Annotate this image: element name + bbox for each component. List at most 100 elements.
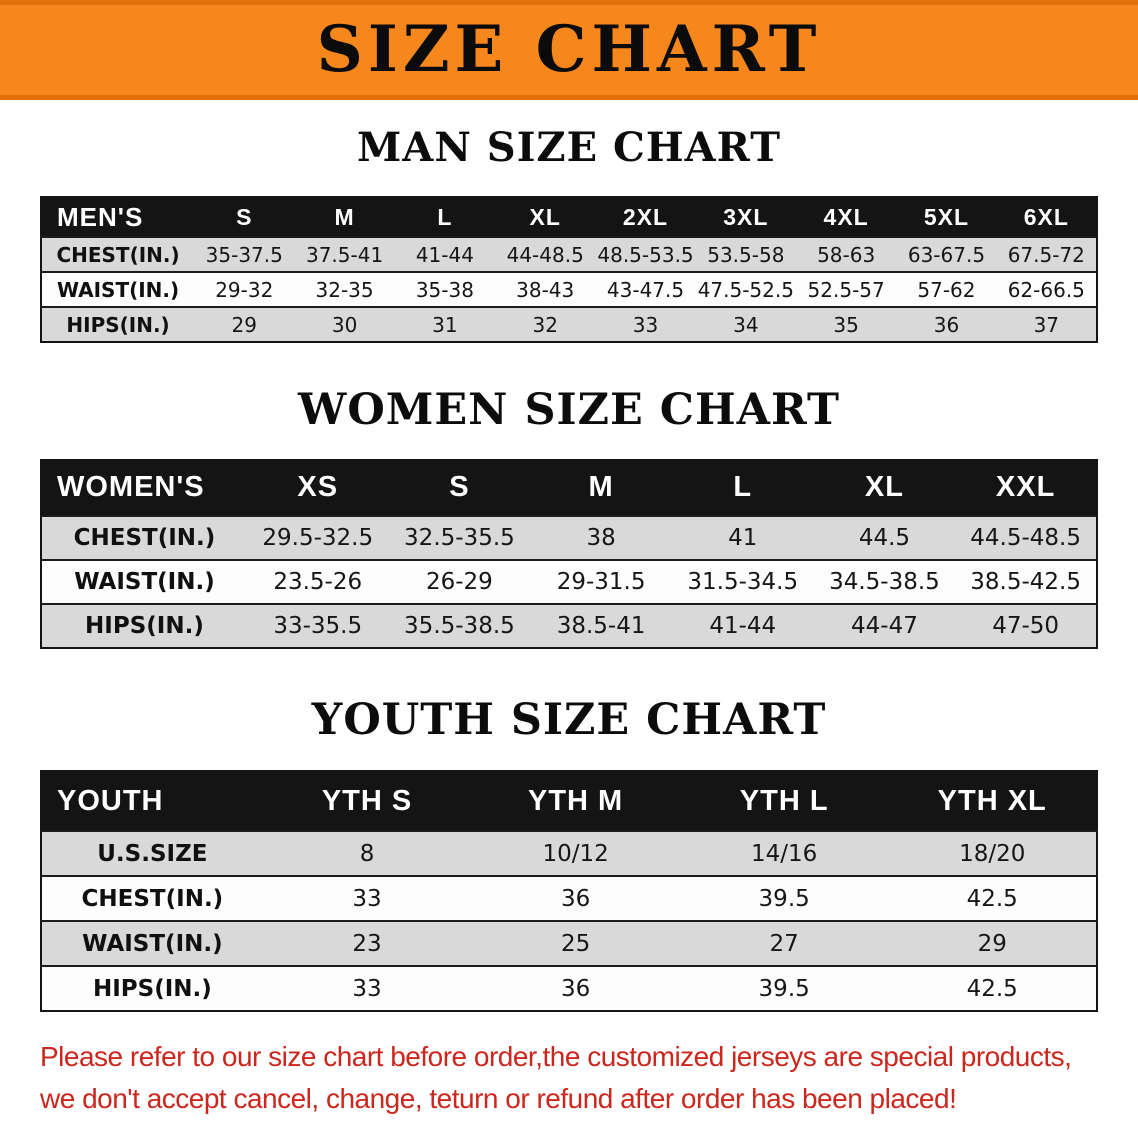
value-cell: 26-29: [425, 568, 493, 595]
youth-section-heading: YOUTH SIZE CHART: [311, 694, 827, 745]
row-label: HIPS(IN.): [66, 312, 170, 337]
value-cell: 29-31.5: [556, 568, 646, 595]
value-cell: 23.5-26: [273, 568, 363, 595]
size-header-cell: 5XL: [896, 197, 997, 237]
value-cell: 33: [352, 885, 382, 912]
value-cell: 31.5-34.5: [687, 568, 799, 595]
value-cell: 43-47.5: [606, 277, 685, 302]
value-cell: 35-38: [415, 277, 474, 302]
table-header-row: MEN'S S M L XL 2XL 3XL 4XL 5XL 6XL: [41, 197, 1097, 237]
value-cell: 33-35.5: [273, 612, 363, 639]
value-cell: 36: [560, 975, 591, 1002]
size-header-cell: XL: [495, 197, 596, 237]
value-cell: 67.5-72: [1007, 242, 1085, 267]
value-cell: 14/16: [751, 840, 818, 867]
table-row: HIPS(IN.) 33-35.5 35.5-38.5 38.5-41 41-44 44-…: [41, 603, 1097, 648]
row-label: CHEST(IN.): [56, 242, 180, 267]
size-header-cell: YTH XL: [888, 771, 1097, 832]
size-header-cell: 2XL: [595, 197, 696, 237]
value-cell: 34: [733, 312, 759, 337]
table-header-row: WOMEN'S XS S M L XL XXL: [41, 459, 1097, 516]
value-cell: 38.5-42.5: [970, 568, 1081, 595]
size-header-cell: YTH M: [471, 771, 680, 832]
page-title: SIZE CHART: [316, 12, 822, 87]
value-cell: 10/12: [542, 840, 609, 867]
women-section-heading: WOMEN SIZE CHART: [298, 385, 840, 435]
row-label: CHEST(IN.): [73, 524, 216, 551]
value-cell: 32: [532, 312, 558, 337]
value-cell: 53.5-58: [707, 242, 785, 267]
size-header-cell: L: [394, 197, 496, 237]
table-row: CHEST(IN.) 33 36 39.5 42.5: [41, 876, 1097, 922]
disclaimer: Please refer to our size chart before or…: [0, 1012, 1138, 1120]
size-header-cell: XS: [246, 459, 389, 516]
table-title-cell: MEN'S: [41, 197, 195, 237]
size-header-cell: 3XL: [695, 197, 796, 237]
table-row: WAIST(IN.) 23 25 27 29: [41, 921, 1097, 967]
disclaimer-line-2: we don't accept cancel, change, teturn o…: [40, 1083, 957, 1115]
table-title-cell: WOMEN'S: [41, 459, 247, 516]
value-cell: 34.5-38.5: [829, 568, 940, 595]
value-cell: 38: [586, 524, 616, 551]
value-cell: 41: [728, 524, 758, 551]
value-cell: 30: [331, 312, 358, 337]
value-cell: 25: [560, 930, 591, 957]
value-cell: 29: [977, 930, 1007, 957]
size-header-cell: 6XL: [996, 197, 1097, 237]
youth-size-section: YOUTH SIZE CHART YOUTH YTH S YTH M YTH L YTH…: [0, 695, 1138, 1013]
table-row: WAIST(IN.) 29-32 32-35 35-38 38-43 43-47.5 47.…: [41, 272, 1097, 307]
value-cell: 44.5-48.5: [970, 524, 1081, 551]
value-cell: 37: [1033, 312, 1060, 337]
table-row: WAIST(IN.) 23.5-26 26-29 29-31.5 31.5-34.5 34…: [41, 559, 1097, 604]
value-cell: 8: [359, 840, 375, 867]
size-header-cell: XXL: [955, 459, 1097, 516]
row-label: U.S.SIZE: [97, 840, 208, 867]
value-cell: 33: [352, 975, 382, 1002]
value-cell: 41-44: [415, 242, 474, 267]
size-header-cell: S: [194, 197, 295, 237]
value-cell: 42.5: [966, 975, 1018, 1002]
value-cell: 32.5-35.5: [404, 524, 515, 551]
value-cell: 58-63: [817, 242, 876, 267]
value-cell: 44.5: [858, 524, 911, 551]
value-cell: 44-47: [851, 612, 918, 639]
men-table-wrapper: MEN'S S M L XL 2XL 3XL 4XL 5XL 6XL CHEST(IN.) 35-37…: [0, 196, 1138, 343]
row-label: CHEST(IN.): [81, 885, 224, 912]
value-cell: 27: [769, 930, 799, 957]
value-cell: 23: [352, 930, 382, 957]
youth-table-wrapper: YOUTH YTH S YTH M YTH L YTH XL U.S.SIZE 8 10/12…: [0, 770, 1138, 1013]
row-label: HIPS(IN.): [92, 975, 212, 1002]
row-label: WAIST(IN.): [82, 930, 223, 957]
value-cell: 35-37.5: [205, 242, 283, 267]
value-cell: 63-67.5: [907, 242, 986, 267]
size-header-cell: L: [671, 459, 814, 516]
table-header-row: YOUTH YTH S YTH M YTH L YTH XL: [41, 771, 1097, 832]
value-cell: 39.5: [758, 975, 810, 1002]
value-cell: 29.5-32.5: [262, 524, 374, 551]
women-size-section: WOMEN SIZE CHART WOMEN'S XS S M L XL XXL CHEST(…: [0, 385, 1138, 649]
size-header-cell: M: [294, 197, 395, 237]
value-cell: 35.5-38.5: [404, 612, 515, 639]
value-cell: 47.5-52.5: [697, 277, 794, 302]
value-cell: 35: [833, 312, 859, 337]
value-cell: 18/20: [959, 840, 1026, 867]
youth-size-table: YOUTH YTH S YTH M YTH L YTH XL U.S.SIZE 8 10/12…: [40, 770, 1098, 1013]
size-header-cell: YTH L: [679, 771, 889, 832]
disclaimer-line-1: Please refer to our size chart before or…: [40, 1041, 1072, 1073]
value-cell: 37.5-41: [305, 242, 384, 267]
value-cell: 32-35: [315, 277, 374, 302]
size-header-cell: XL: [813, 459, 956, 516]
men-size-table: MEN'S S M L XL 2XL 3XL 4XL 5XL 6XL CHEST(IN.) 35-37…: [40, 196, 1098, 343]
men-section-heading: MAN SIZE CHART: [357, 124, 781, 171]
value-cell: 29-32: [215, 277, 274, 302]
women-size-table: WOMEN'S XS S M L XL XXL CHEST(IN.) 29.5-32.5 32.5…: [40, 458, 1098, 649]
value-cell: 42.5: [966, 885, 1018, 912]
row-label: WAIST(IN.): [74, 568, 215, 595]
table-row: U.S.SIZE 8 10/12 14/16 18/20: [41, 831, 1097, 877]
value-cell: 33: [632, 312, 659, 337]
value-cell: 62-66.5: [1007, 277, 1085, 302]
value-cell: 36: [933, 312, 960, 337]
women-table-wrapper: WOMEN'S XS S M L XL XXL CHEST(IN.) 29.5-32.5 32.5…: [0, 458, 1138, 649]
size-header-cell: 4XL: [795, 197, 897, 237]
